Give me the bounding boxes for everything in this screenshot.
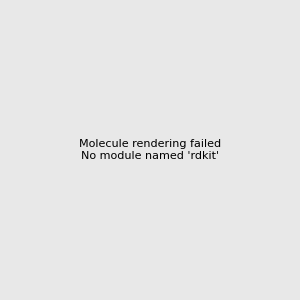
Text: Molecule rendering failed
No module named 'rdkit': Molecule rendering failed No module name… [79,139,221,161]
